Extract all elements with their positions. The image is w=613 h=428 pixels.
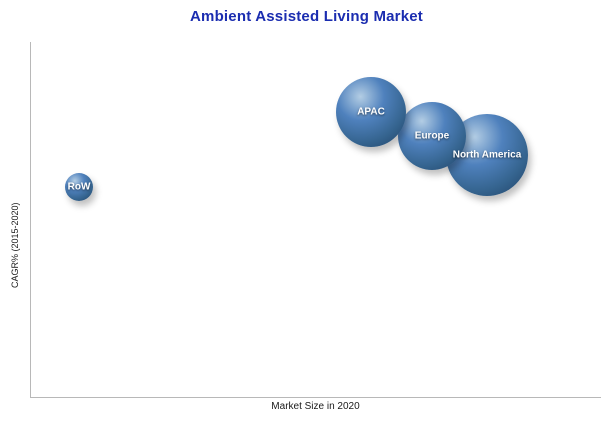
bubble-apac (336, 77, 406, 147)
bubble-europe (398, 102, 466, 170)
y-axis-line (30, 42, 31, 397)
bubble-row (65, 173, 93, 201)
chart-title: Ambient Assisted Living Market (190, 8, 423, 25)
bubble-label-north-america: North America (452, 149, 522, 161)
bubble-label-row: RoW (67, 181, 91, 193)
bubble-label-apac: APAC (357, 106, 385, 118)
x-axis-label: Market Size in 2020 (271, 401, 360, 412)
x-axis-line (30, 397, 601, 398)
bubble-label-europe: Europe (414, 130, 450, 142)
